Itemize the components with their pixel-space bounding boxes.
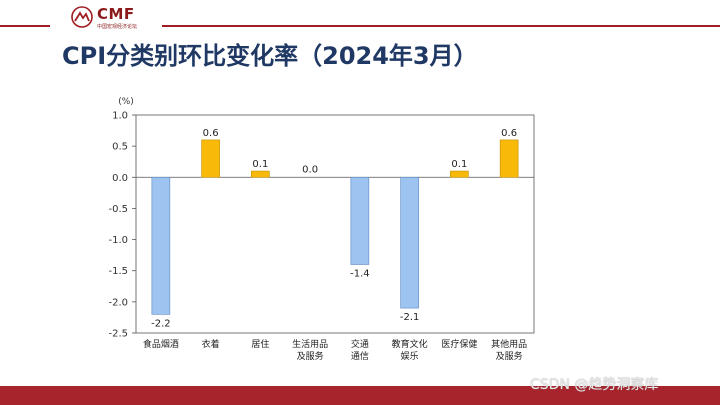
bar	[151, 176, 171, 315]
category-label: 交通	[351, 338, 369, 350]
bar	[201, 139, 220, 178]
chart-area: (%) 1.0 0.5 0.0 -0.5 -1.0 -1.5 -2.0 -2.5 -2.2 食品烟酒…	[100, 90, 540, 380]
bar	[499, 139, 519, 178]
y-tick-label: -1.0	[108, 235, 128, 246]
category-label: 医疗保健	[441, 338, 477, 350]
y-axis-label: (%)	[118, 97, 134, 107]
y-tick-label: 0.0	[112, 173, 128, 184]
bar	[450, 170, 469, 178]
category-label: 其他用品	[491, 338, 527, 350]
y-tick-label: 0.5	[112, 142, 128, 153]
bar-chart: (%) 1.0 0.5 0.0 -0.5 -1.0 -1.5 -2.0 -2.5 -2.2 食品烟酒…	[108, 97, 535, 362]
footer-bar	[0, 386, 720, 405]
watermark: CSDN @趋势洞察库	[530, 377, 659, 393]
y-tick-label: 1.0	[112, 111, 128, 122]
data-label: 0.0	[302, 164, 318, 175]
y-tick-label: -2.5	[108, 329, 128, 340]
plot-frame	[135, 114, 535, 334]
bar	[400, 176, 419, 309]
logo-subtitle: 中国宏观经济论坛	[97, 24, 138, 30]
category-label: 及服务	[496, 350, 523, 362]
category-label: 生活用品	[292, 338, 328, 350]
category-label: 娱乐	[401, 350, 419, 362]
page-title: CPI分类别环比变化率（2024年3月）	[62, 42, 478, 70]
y-tick-label: -0.5	[108, 204, 128, 215]
category-label: 教育文化	[392, 338, 428, 350]
category-label: 通信	[351, 350, 369, 362]
category-label: 及服务	[297, 350, 324, 362]
header-rule-left	[0, 25, 50, 27]
y-tick-label: -1.5	[108, 266, 128, 277]
header-rule-right	[162, 25, 720, 27]
logo-text: CMF	[97, 5, 135, 23]
category-label: 食品烟酒	[143, 338, 179, 350]
logo: CMF 中国宏观经济论坛	[67, 2, 167, 32]
data-label: 0.1	[451, 159, 467, 170]
bar	[251, 170, 270, 178]
category-label: 居住	[251, 338, 269, 350]
data-label: -1.4	[350, 268, 370, 279]
data-label: 0.1	[252, 159, 268, 170]
bar	[350, 176, 370, 265]
data-label: 0.6	[501, 128, 517, 139]
data-label: -2.1	[400, 312, 420, 323]
data-label: 0.6	[203, 128, 219, 139]
data-label: -2.2	[151, 318, 171, 329]
cmf-logo-icon	[71, 6, 93, 28]
category-label: 衣着	[202, 338, 220, 350]
y-tick-label: -2.0	[108, 297, 128, 308]
